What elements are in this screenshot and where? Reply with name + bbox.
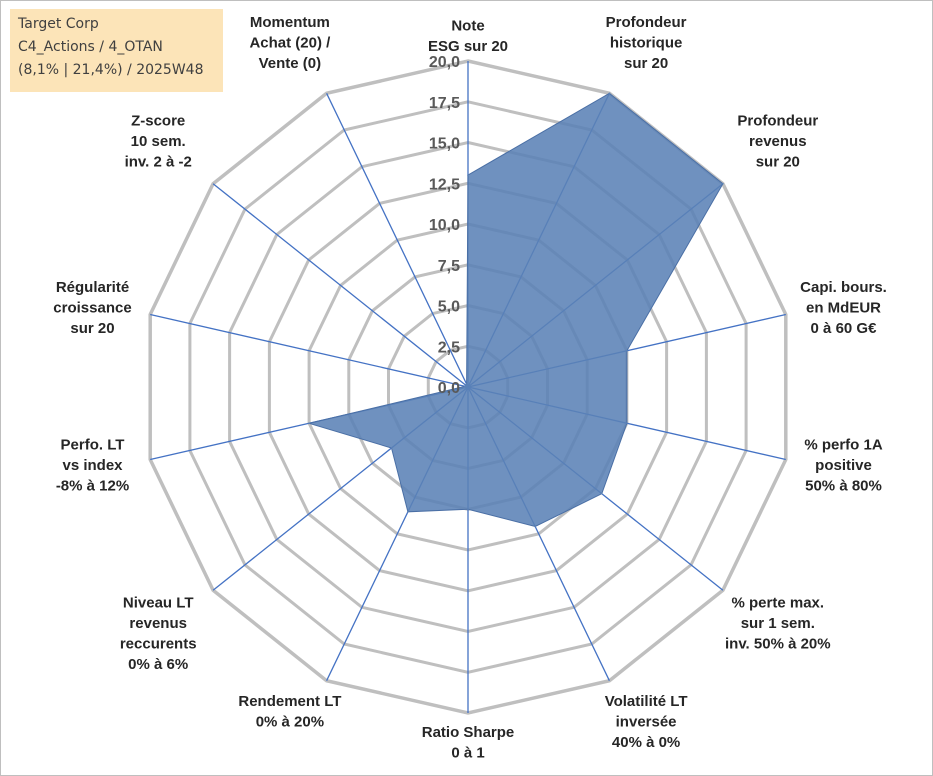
data-point-5 <box>601 492 603 495</box>
axis-label-line: Ratio Sharpe <box>422 724 515 741</box>
data-point-10 <box>308 422 310 425</box>
axis-label-line: 0% à 20% <box>256 713 324 730</box>
axis-label-3: Capi. bours. en MdEUR 0 à 60 G€ <box>800 279 887 337</box>
axis-label-0: Note ESG sur 20 <box>428 18 508 56</box>
data-point-11 <box>464 385 466 388</box>
axis-label-line: Achat (20) / <box>249 35 331 52</box>
data-point-9 <box>390 447 393 449</box>
axis-label-line: Niveau LT <box>123 595 194 612</box>
axis-label-line: en MdEUR <box>806 299 881 316</box>
tick-layer: 0,0 2,5 5,0 7,5 10,0 12,5 15,0 17,5 20,0 <box>429 54 460 397</box>
axis-label-line: inv. 2 à -2 <box>125 153 192 170</box>
data-point-6 <box>534 525 536 528</box>
axis-label-line: Profondeur <box>606 14 687 31</box>
label-layer: Note ESG sur 20 Profondeur historique sur 20… <box>53 14 887 761</box>
axis-label-line: 0% à 6% <box>128 656 188 673</box>
data-point-1 <box>608 92 611 95</box>
axis-label-12: Z-score 10 sem. inv. 2 à -2 <box>125 112 192 170</box>
axis-label-1: Profondeur historique sur 20 <box>606 14 687 72</box>
axis-label-line: vs index <box>62 457 123 474</box>
axis-label-line: croissance <box>53 299 131 316</box>
data-point-8 <box>407 511 409 513</box>
tick-label: 7,5 <box>438 258 460 275</box>
area-layer <box>307 92 724 528</box>
data-point-12 <box>464 384 467 386</box>
axis-label-11: Régularité croissance sur 20 <box>53 279 131 337</box>
axis-label-line: % perte max. <box>732 595 825 612</box>
data-point-3 <box>626 349 628 352</box>
tick-label: 2,5 <box>438 339 460 356</box>
axis-label-line: Momentum <box>250 14 330 31</box>
axis-label-line: 50% à 80% <box>805 477 882 494</box>
axis-label-line: Z-score <box>131 112 185 129</box>
axis-label-line: Volatilité LT <box>605 693 688 710</box>
axis-label-line: Note <box>451 18 484 35</box>
axis-label-2: Profondeur revenus sur 20 <box>737 112 818 170</box>
axis-label-line: 10 sem. <box>131 133 186 150</box>
tick-label: 20,0 <box>429 54 460 71</box>
axis-label-line: positive <box>815 457 872 474</box>
axis-label-6: Volatilité LT inversée 40% à 0% <box>605 693 688 751</box>
axis-label-line: revenus <box>129 615 187 632</box>
axis-label-line: 0 à 60 G€ <box>811 320 878 337</box>
axis-label-line: Profondeur <box>737 112 818 129</box>
axis-label-9: Niveau LT revenus reccurents 0% à 6% <box>120 595 197 674</box>
spoke-12 <box>212 183 469 388</box>
data-point-13 <box>465 383 468 385</box>
axis-label-10: Perfo. LT vs index -8% à 12% <box>56 436 129 494</box>
tick-label: 15,0 <box>429 136 460 153</box>
axis-label-line: inversée <box>616 713 677 730</box>
axis-label-line: 40% à 0% <box>612 734 680 751</box>
spoke-13 <box>326 93 469 388</box>
tick-label: 17,5 <box>429 95 460 112</box>
axis-label-7: Ratio Sharpe 0 à 1 <box>422 724 515 762</box>
axis-label-line: Régularité <box>56 279 129 296</box>
axis-label-8: Rendement LT 0% à 20% <box>238 693 341 731</box>
data-point-4 <box>626 422 628 425</box>
axis-label-line: % perfo 1A <box>804 436 883 453</box>
axis-label-line: 0 à 1 <box>451 745 484 762</box>
info-line-company: Target Corp <box>18 16 99 32</box>
info-line-range: (8,1% | 21,4%) / 2025W48 <box>18 62 204 78</box>
tick-label: 0,0 <box>438 380 460 397</box>
axis-label-line: sur 20 <box>624 55 668 72</box>
axis-label-line: -8% à 12% <box>56 477 129 494</box>
axis-label-line: revenus <box>749 133 807 150</box>
axis-label-line: Rendement LT <box>238 693 341 710</box>
spoke-11 <box>150 313 469 388</box>
axis-label-13: Momentum Achat (20) / Vente (0) <box>249 14 331 72</box>
axis-label-4: % perfo 1A positive 50% à 80% <box>804 436 883 494</box>
axis-label-line: historique <box>610 35 683 52</box>
info-line-category: C4_Actions / 4_OTAN <box>18 39 163 55</box>
axis-label-line: reccurents <box>120 636 197 653</box>
axis-label-line: inv. 50% à 20% <box>725 636 831 653</box>
tick-label: 10,0 <box>429 217 460 234</box>
data-point-0 <box>467 174 469 176</box>
axis-label-line: Vente (0) <box>259 55 322 72</box>
info-box: Target Corp C4_Actions / 4_OTAN (8,1% | … <box>10 9 223 92</box>
axis-label-line: sur 20 <box>70 320 114 337</box>
axis-label-line: sur 20 <box>756 153 800 170</box>
axis-label-line: Capi. bours. <box>800 279 887 296</box>
tick-label: 12,5 <box>429 176 460 193</box>
axis-label-5: % perte max. sur 1 sem. inv. 50% à 20% <box>725 595 831 653</box>
axis-label-line: sur 1 sem. <box>741 615 815 632</box>
axis-label-line: Perfo. LT <box>61 436 125 453</box>
axis-label-line: ESG sur 20 <box>428 38 508 55</box>
tick-label: 5,0 <box>438 299 460 316</box>
data-point-7 <box>467 508 469 511</box>
data-point-2 <box>722 182 724 185</box>
